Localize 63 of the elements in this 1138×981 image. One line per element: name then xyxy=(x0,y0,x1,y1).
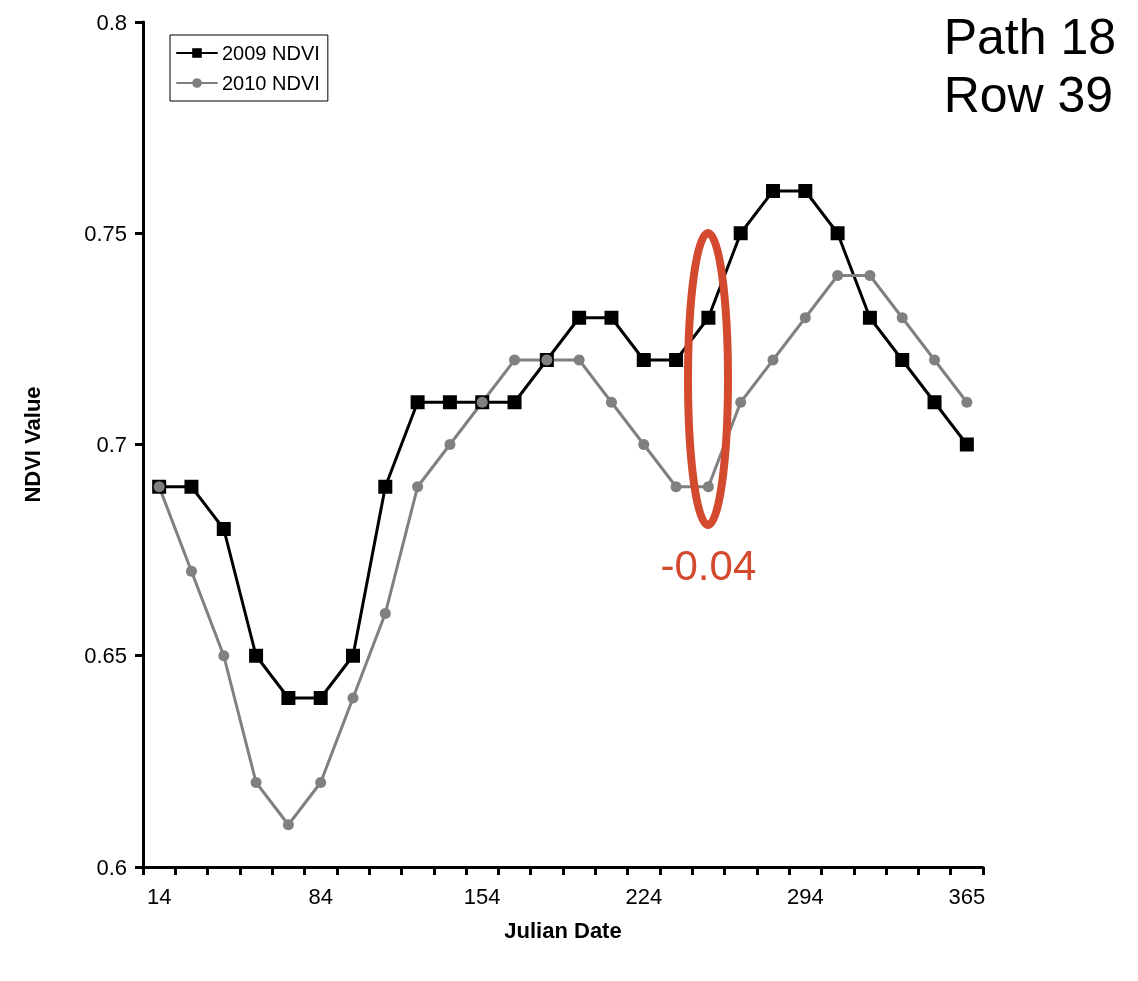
point xyxy=(929,354,941,366)
point xyxy=(218,650,230,662)
point xyxy=(315,777,327,788)
point xyxy=(766,184,780,198)
x-tick-label: 14 xyxy=(146,883,172,909)
x-tick-label: 294 xyxy=(786,883,824,909)
point xyxy=(410,395,425,410)
point xyxy=(830,226,845,241)
point xyxy=(379,608,391,619)
point xyxy=(573,354,585,366)
point xyxy=(184,479,199,494)
point xyxy=(927,395,942,410)
y-tick-label: 0.7 xyxy=(96,432,127,457)
point xyxy=(347,692,359,704)
annotation: -0.04 xyxy=(660,542,757,590)
point xyxy=(670,481,682,493)
point xyxy=(281,691,296,705)
point xyxy=(895,353,910,367)
point xyxy=(313,691,328,705)
x-tick-label: 154 xyxy=(463,883,501,909)
point xyxy=(572,310,587,325)
point xyxy=(735,396,747,408)
y-tick-label: 0.65 xyxy=(84,643,127,669)
x-tick-label: 224 xyxy=(625,883,663,909)
point xyxy=(605,396,617,408)
x-tick-label: 365 xyxy=(948,883,986,909)
point xyxy=(185,565,197,577)
point xyxy=(412,481,424,493)
point xyxy=(442,395,457,410)
x-axis-title: Julian Date xyxy=(504,917,622,943)
y-tick-label: 0.8 xyxy=(96,9,127,35)
point xyxy=(638,439,650,450)
point xyxy=(961,396,973,408)
x-tick-label: 84 xyxy=(308,883,333,909)
point xyxy=(701,310,716,325)
point xyxy=(282,819,294,831)
legend-label: 2010 NDVI xyxy=(222,72,320,94)
chart-title: Path 18 Row 39 xyxy=(943,9,1117,123)
point xyxy=(249,648,264,663)
point xyxy=(604,310,619,325)
point xyxy=(636,353,651,367)
y-tick-label: 0.75 xyxy=(84,220,127,246)
point xyxy=(250,777,262,788)
point xyxy=(444,439,456,450)
legend-label: 2009 NDVI xyxy=(222,42,320,64)
point xyxy=(959,437,974,452)
point xyxy=(733,226,748,241)
y-tick-label: 0.6 xyxy=(96,854,127,880)
point xyxy=(864,270,876,281)
point xyxy=(896,312,908,324)
y-axis-title: NDVI Value xyxy=(19,386,45,503)
point xyxy=(799,312,811,324)
point xyxy=(669,353,684,367)
point xyxy=(862,310,877,325)
point xyxy=(507,395,522,410)
point xyxy=(216,522,231,536)
point xyxy=(346,648,360,663)
point xyxy=(509,354,521,366)
point xyxy=(832,270,844,281)
point xyxy=(378,479,393,494)
point xyxy=(702,481,714,493)
point xyxy=(767,354,779,366)
point xyxy=(798,184,813,198)
